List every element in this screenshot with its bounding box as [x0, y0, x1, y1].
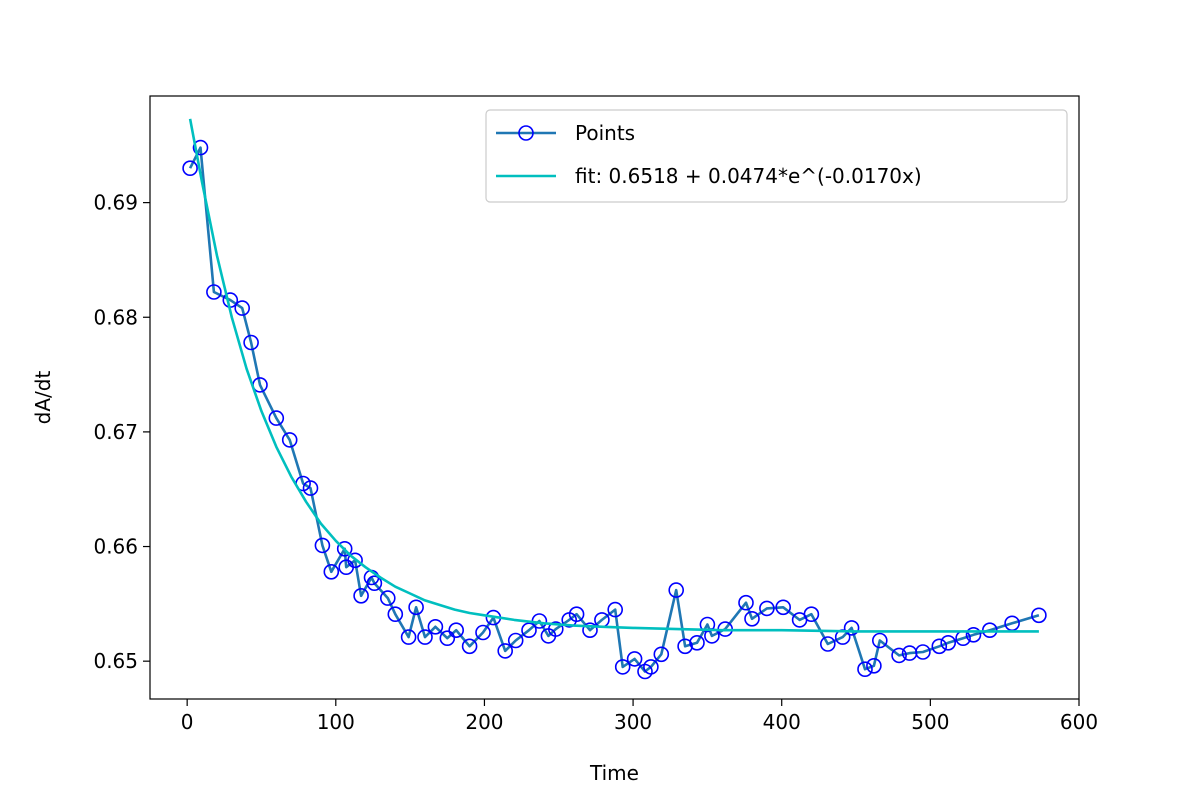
data-point: [866, 657, 882, 674]
data-point: [940, 634, 957, 651]
data-point: [738, 594, 754, 611]
data-point: [243, 334, 259, 351]
data-point: [314, 537, 331, 554]
y-tick-label: 0.67: [93, 420, 138, 444]
data-point: [614, 659, 631, 675]
data-point: [668, 582, 685, 598]
y-tick-label: 0.65: [93, 649, 138, 673]
data-point: [626, 651, 643, 667]
data-point: [1031, 607, 1047, 624]
data-point: [819, 636, 836, 652]
data-point: [677, 638, 693, 655]
y-axis-label: dA/dt: [31, 371, 55, 425]
legend-label-fit: fit: 0.6518 + 0.0474*e^(-0.0170x): [575, 164, 922, 188]
y-tick-label: 0.66: [93, 535, 138, 559]
x-tick-label: 300: [614, 710, 652, 734]
data-point: [268, 410, 285, 426]
data-point: [323, 563, 340, 580]
data-point: [607, 601, 624, 618]
data-point: [387, 606, 404, 623]
data-point: [582, 622, 598, 639]
legend-box: [485, 109, 1068, 203]
x-axis: 0 100 200 300 400 500 600: [181, 699, 1098, 734]
data-point: [408, 599, 424, 616]
x-tick-label: 400: [763, 710, 801, 734]
data-point: [281, 432, 298, 448]
data-point: [448, 622, 465, 639]
x-tick-label: 0: [181, 710, 194, 734]
data-point: [521, 622, 537, 639]
y-tick-label: 0.68: [93, 305, 138, 329]
data-point: [353, 587, 369, 604]
x-tick-label: 200: [465, 710, 503, 734]
y-tick-label: 0.69: [93, 191, 138, 215]
data-point: [400, 629, 417, 645]
y-axis: 0.65 0.66 0.67 0.68 0.69: [93, 191, 150, 673]
plot-frame: [149, 95, 1080, 700]
data-point: [497, 643, 514, 659]
data-point: [192, 139, 209, 156]
legend: Points fit: 0.6518 + 0.0474*e^(-0.0170x): [485, 109, 1068, 203]
data-point: [461, 638, 478, 655]
series-layer: [182, 118, 1047, 680]
legend-marker-points: [518, 125, 534, 141]
data-point: [234, 300, 250, 316]
x-tick-label: 500: [911, 710, 949, 734]
data-point: [643, 659, 659, 675]
data-point: [347, 552, 363, 569]
data-point: [547, 621, 564, 637]
series-fit-line: [188, 118, 1039, 633]
data-point: [379, 590, 396, 606]
data-point: [843, 620, 860, 636]
x-axis-label: Time: [589, 761, 639, 785]
data-point: [857, 661, 873, 678]
data-point: [427, 618, 444, 635]
data-point: [507, 632, 524, 649]
data-point: [653, 646, 670, 663]
data-point: [568, 606, 585, 623]
data-point: [475, 624, 491, 641]
data-point: [182, 160, 198, 176]
x-tick-label: 100: [317, 710, 355, 734]
data-point: [759, 600, 775, 617]
data-point: [302, 480, 319, 496]
data-point: [891, 647, 907, 664]
data-point: [439, 630, 456, 647]
data-point: [871, 632, 888, 649]
data-point: [417, 629, 433, 645]
data-point: [206, 284, 222, 300]
series-points-line: [188, 146, 1040, 673]
data-point: [336, 540, 353, 557]
data-point: [689, 634, 705, 651]
x-tick-label: 600: [1060, 710, 1098, 734]
data-point: [965, 626, 982, 643]
data-point: [931, 638, 948, 655]
data-point: [366, 575, 383, 592]
data-point: [744, 610, 760, 627]
data-point: [803, 606, 820, 623]
data-point: [775, 599, 792, 616]
legend-label-points: Points: [575, 121, 635, 145]
data-point: [915, 644, 931, 660]
